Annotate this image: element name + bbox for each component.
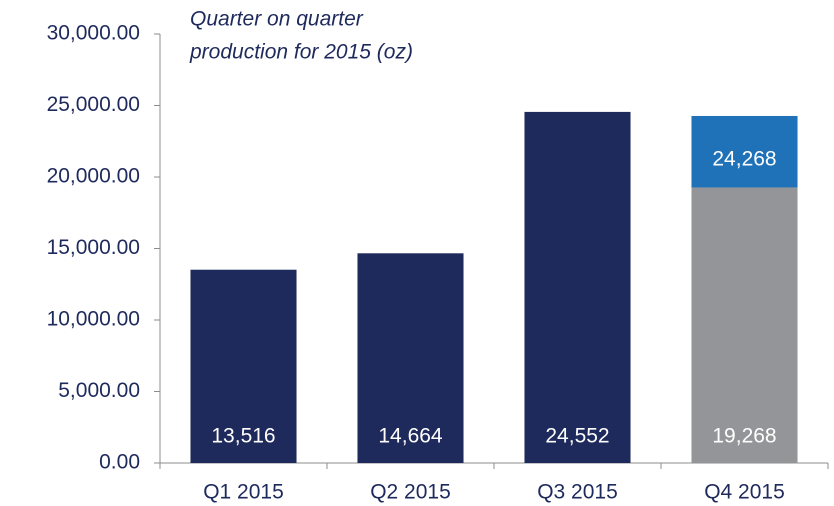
chart-title: production for 2015 (oz) xyxy=(189,41,413,64)
y-tick-label: 5,000.00 xyxy=(58,379,140,402)
chart-title: Quarter on quarter xyxy=(190,8,364,31)
bar-segment xyxy=(524,111,631,463)
y-tick-label: 15,000.00 xyxy=(47,236,140,259)
bar-segment xyxy=(190,269,297,463)
x-tick-label: Q3 2015 xyxy=(537,481,618,504)
x-tick-label: Q2 2015 xyxy=(370,481,451,504)
bar-segment xyxy=(691,115,798,188)
x-tick-label: Q4 2015 xyxy=(704,481,785,504)
data-label: 13,516 xyxy=(211,425,275,448)
total-label: 24,268 xyxy=(712,148,776,171)
data-label: 24,552 xyxy=(545,425,609,448)
bar-segment xyxy=(691,187,798,464)
bar-segment xyxy=(357,253,464,463)
y-tick-label: 20,000.00 xyxy=(47,165,140,188)
y-tick-label: 25,000.00 xyxy=(47,93,140,116)
y-tick-label: 30,000.00 xyxy=(47,22,140,45)
y-tick-label: 10,000.00 xyxy=(47,308,140,331)
x-tick-label: Q1 2015 xyxy=(203,481,284,504)
data-label: 19,268 xyxy=(712,425,776,448)
data-label: 14,664 xyxy=(378,425,443,448)
y-tick-label: 0.00 xyxy=(99,451,140,474)
